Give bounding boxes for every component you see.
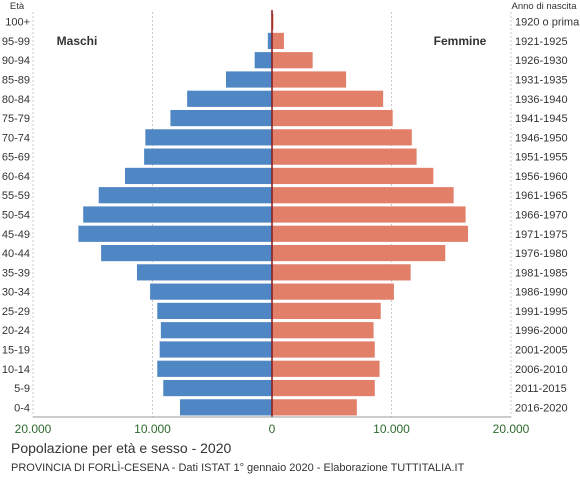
x-tick-label: 10.000 <box>134 422 171 436</box>
bar-femmine <box>272 148 417 165</box>
age-group-label: 40-44 <box>2 248 30 260</box>
bar-maschi <box>157 302 272 320</box>
population-pyramid-chart: 20.000 10.000 0 10.000 20.000 Età Anno di nasc… <box>2 1 580 436</box>
bar-femmine <box>272 167 434 185</box>
birth-year-label: 1966-1970 <box>515 210 568 222</box>
bar-femmine <box>272 90 384 107</box>
age-group-label: 70-74 <box>2 132 30 144</box>
age-group-label: 65-69 <box>2 152 30 164</box>
bar-maschi <box>254 52 272 69</box>
bar-femmine <box>272 187 454 204</box>
bar-femmine <box>272 71 347 88</box>
age-group-label: 80-84 <box>2 94 30 106</box>
x-tick-label: 20.000 <box>15 422 52 436</box>
birth-year-label: 1951-1955 <box>515 152 568 164</box>
chart-subtitle: PROVINCIA DI FORLÌ-CESENA - Dati ISTAT 1… <box>11 462 465 474</box>
x-tick-label: 10.000 <box>373 422 410 436</box>
x-tick-label: 0 <box>269 422 276 436</box>
x-tick-label: 20.000 <box>493 422 530 436</box>
birth-year-label: 2006-2010 <box>515 364 568 376</box>
legend-femmine: Femmine <box>434 34 487 48</box>
bar-femmine <box>272 129 412 146</box>
bar-maschi <box>163 379 272 397</box>
bar-maschi <box>83 206 272 223</box>
age-axis-header: Età <box>10 1 25 12</box>
birth-year-label: 1976-1980 <box>515 248 568 260</box>
age-group-label: 30-34 <box>2 287 30 299</box>
birth-year-label: 1961-1965 <box>515 190 568 202</box>
birth-year-label: 2001-2005 <box>515 345 568 357</box>
bar-femmine <box>272 399 357 416</box>
bar-maschi <box>157 360 272 377</box>
bar-maschi <box>170 109 272 127</box>
age-group-label: 5-9 <box>14 383 30 395</box>
birth-year-label: 2016-2020 <box>515 402 568 414</box>
birth-year-label: 1981-1985 <box>515 267 568 279</box>
bar-maschi <box>150 283 272 300</box>
birth-year-label: 1920 o prima <box>515 17 580 29</box>
birth-year-label: 1986-1990 <box>515 287 568 299</box>
bar-femmine <box>272 225 468 242</box>
bar-maschi <box>179 399 272 416</box>
bar-maschi <box>98 187 272 204</box>
bar-maschi <box>101 244 273 262</box>
birth-year-label: 1991-1995 <box>515 306 568 318</box>
age-group-label: 45-49 <box>2 229 30 241</box>
bar-femmine <box>272 379 375 397</box>
birth-year-label: 1936-1940 <box>515 94 568 106</box>
bar-femmine <box>272 283 394 300</box>
birth-year-label: 1941-1945 <box>515 113 568 125</box>
bar-femmine <box>272 302 381 320</box>
age-group-label: 95-99 <box>2 36 30 48</box>
age-group-label: 35-39 <box>2 267 30 279</box>
bar-maschi <box>159 341 272 358</box>
bar-maschi <box>160 322 272 339</box>
age-group-label: 85-89 <box>2 75 30 87</box>
age-group-label: 25-29 <box>2 306 30 318</box>
bar-maschi <box>78 225 272 242</box>
age-group-label: 90-94 <box>2 55 30 67</box>
birth-year-label: 1971-1975 <box>515 229 568 241</box>
age-group-label: 10-14 <box>2 364 30 376</box>
legend-maschi: Maschi <box>57 34 98 48</box>
birth-year-label: 1926-1930 <box>515 55 568 67</box>
bar-maschi <box>187 90 272 107</box>
bar-maschi <box>267 32 272 50</box>
age-group-label: 60-64 <box>2 171 30 183</box>
bar-femmine <box>272 244 446 262</box>
bar-femmine <box>272 264 411 281</box>
age-group-label: 20-24 <box>2 325 30 337</box>
birth-year-label: 1956-1960 <box>515 171 568 183</box>
bar-femmine <box>272 341 375 358</box>
birth-year-label: 2011-2015 <box>515 383 567 395</box>
bar-femmine <box>272 32 284 50</box>
age-group-label: 55-59 <box>2 190 30 202</box>
bar-maschi <box>144 148 272 165</box>
birth-year-axis-header: Anno di nascita <box>512 1 578 12</box>
age-group-label: 100+ <box>5 17 30 29</box>
birth-year-label: 1921-1925 <box>515 36 568 48</box>
bar-femmine <box>272 360 380 377</box>
bar-femmine <box>272 109 393 127</box>
birth-year-label: 1996-2000 <box>515 325 568 337</box>
bar-femmine <box>272 206 466 223</box>
bar-maschi <box>125 167 272 185</box>
age-group-label: 0-4 <box>14 402 30 414</box>
birth-year-label: 1931-1935 <box>515 75 568 87</box>
age-group-label: 15-19 <box>2 345 30 357</box>
bar-maschi <box>145 129 272 146</box>
age-group-label: 75-79 <box>2 113 30 125</box>
bar-maschi <box>225 71 272 88</box>
birth-year-label: 1946-1950 <box>515 132 568 144</box>
bar-femmine <box>272 322 374 339</box>
bar-femmine <box>272 52 313 69</box>
bar-maschi <box>136 264 272 281</box>
chart-title: Popolazione per età e sesso - 2020 <box>11 440 232 456</box>
age-group-label: 50-54 <box>2 210 30 222</box>
